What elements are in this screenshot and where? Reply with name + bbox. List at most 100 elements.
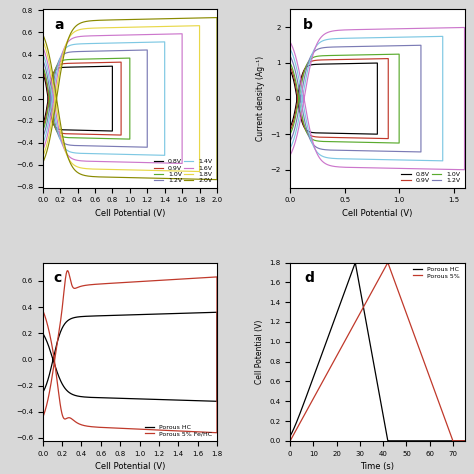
Line: 0.8V: 0.8V [290,63,377,134]
1.2V [369,148,374,154]
0.8V [342,131,347,137]
1.2V [145,47,150,53]
0.9V [40,125,46,130]
1.0V [40,128,46,134]
0.8V [374,131,380,137]
1.8V [103,166,109,172]
1.8V [109,167,114,173]
0.9V [327,135,332,140]
Porous 5% Fe/HC [40,415,46,420]
1.0V [75,135,81,141]
Porous 5% [287,428,293,434]
Porous 5% [450,438,456,444]
1.2V [40,134,46,140]
Line: 1.6V: 1.6V [290,27,465,170]
0.9V [118,59,124,65]
Porous 5% Fe/HC [198,429,203,435]
1.4V [287,145,293,151]
Line: 0.8V: 0.8V [43,66,112,131]
0.8V [40,70,46,76]
Porous 5% Fe/HC [205,429,210,435]
0.9V [40,67,46,73]
0.9V [385,136,391,141]
Porous 5% [426,371,431,377]
Line: 1.2V: 1.2V [290,45,421,152]
1.2V [340,147,346,153]
1.6V [68,36,74,42]
Porous HC [352,260,358,266]
1.6V [287,152,293,158]
1.8V [197,23,202,28]
1.8V [40,154,46,159]
Porous HC [205,398,210,404]
1.6V [441,25,447,31]
0.8V [364,60,370,66]
X-axis label: Time (s): Time (s) [360,462,394,471]
1.0V [40,64,46,69]
1.4V [287,46,293,52]
Text: a: a [55,18,64,32]
1.6V [153,32,158,37]
1.0V [127,55,133,61]
1.0V [287,131,293,137]
Porous HC [40,330,46,336]
Line: 1.6V: 1.6V [43,34,182,164]
Porous HC [198,398,203,404]
1.4V [116,152,121,157]
0.8V [287,124,293,130]
1.6V [96,159,101,164]
1.6V [179,31,185,36]
Porous 5% Fe/HC [99,281,105,287]
1.0V [375,52,381,57]
1.2V [125,47,130,53]
2.0V [214,177,220,182]
1.0V [355,139,361,145]
Y-axis label: Current density (Ag⁻¹): Current density (Ag⁻¹) [255,56,264,141]
0.9V [385,56,391,62]
1.6V [357,165,363,171]
1.0V [383,52,389,57]
1.8V [197,169,202,174]
1.0V [396,140,402,146]
1.6V [287,39,293,45]
1.6V [462,25,467,30]
1.6V [163,31,168,37]
1.6V [428,25,434,31]
1.0V [78,135,83,141]
Legend: Porous HC, Porous 5% Fe/HC: Porous HC, Porous 5% Fe/HC [144,423,214,438]
1.4V [147,39,153,45]
1.4V [89,151,94,156]
0.8V [287,67,293,73]
Porous HC [426,438,431,444]
Porous HC [214,399,220,404]
1.4V [162,39,167,45]
0.9V [287,128,293,133]
0.8V [109,128,115,134]
Line: Porous HC: Porous HC [43,312,217,401]
Porous HC [390,438,395,444]
0.8V [40,121,46,127]
Porous HC [157,311,163,317]
Porous 5% Fe/HC [158,277,164,283]
1.4V [348,156,354,162]
2.0V [40,160,46,166]
0.8V [68,127,73,133]
1.4V [65,44,71,49]
1.4V [319,39,324,45]
1.0V [335,139,341,145]
1.0V [127,136,133,142]
0.8V [54,66,60,72]
0.9V [74,131,80,137]
1.8V [137,167,143,173]
1.4V [440,158,446,164]
2.0V [214,15,220,20]
1.8V [40,38,46,44]
1.2V [314,47,320,53]
Porous 5% [462,438,467,444]
X-axis label: Cell Potential (V): Cell Potential (V) [95,462,165,471]
0.9V [330,135,336,140]
Porous HC [214,310,220,315]
X-axis label: Cell Potential (V): Cell Potential (V) [342,209,412,218]
1.2V [40,57,46,63]
Line: Porous 5%: Porous 5% [290,263,465,441]
